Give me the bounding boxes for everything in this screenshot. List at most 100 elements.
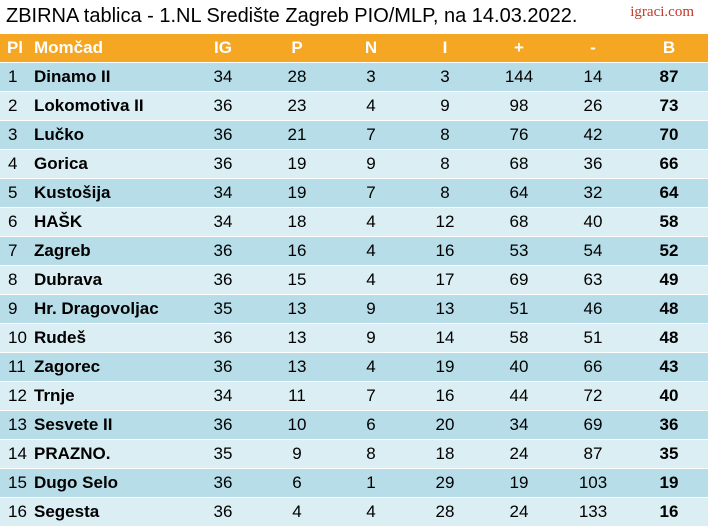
- cell-position: 13: [0, 410, 30, 440]
- header-goals-for[interactable]: +: [482, 34, 556, 63]
- cell-losses: 8: [408, 178, 482, 208]
- cell-goals-against: 36: [556, 149, 630, 179]
- cell-team: Sesvete II: [30, 410, 186, 440]
- cell-position: 10: [0, 323, 30, 353]
- table-row[interactable]: 14 PRAZNO. 35 9 8 18 24 87 35: [0, 439, 708, 469]
- table-row[interactable]: 7 Zagreb 36 16 4 16 53 54 52: [0, 236, 708, 266]
- table-row[interactable]: 1 Dinamo II 34 28 3 3 144 14 87: [0, 62, 708, 92]
- cell-wins: 18: [260, 207, 334, 237]
- cell-team: Lokomotiva II: [30, 91, 186, 121]
- cell-goals-against: 26: [556, 91, 630, 121]
- cell-team: PRAZNO.: [30, 439, 186, 469]
- cell-played: 34: [186, 207, 260, 237]
- cell-losses: 17: [408, 265, 482, 295]
- cell-draws: 9: [334, 149, 408, 179]
- cell-wins: 19: [260, 149, 334, 179]
- cell-goals-for: 58: [482, 323, 556, 353]
- cell-goals-for: 40: [482, 352, 556, 382]
- cell-played: 36: [186, 149, 260, 179]
- cell-losses: 8: [408, 149, 482, 179]
- cell-goals-for: 51: [482, 294, 556, 324]
- header-played[interactable]: IG: [186, 34, 260, 63]
- cell-points: 48: [630, 323, 708, 353]
- title-bar: ZBIRNA tablica - 1.NL Središte Zagreb PI…: [0, 0, 708, 34]
- cell-losses: 29: [408, 468, 482, 498]
- cell-team: Trnje: [30, 381, 186, 411]
- cell-position: 9: [0, 294, 30, 324]
- cell-goals-against: 66: [556, 352, 630, 382]
- brand-logo[interactable]: igraci.com: [630, 4, 694, 20]
- table-row[interactable]: 15 Dugo Selo 36 6 1 29 19 103 19: [0, 468, 708, 498]
- cell-wins: 13: [260, 294, 334, 324]
- table-row[interactable]: 13 Sesvete II 36 10 6 20 34 69 36: [0, 410, 708, 440]
- cell-goals-for: 76: [482, 120, 556, 150]
- cell-team: HAŠK: [30, 207, 186, 237]
- cell-draws: 4: [334, 352, 408, 382]
- cell-wins: 6: [260, 468, 334, 498]
- cell-draws: 4: [334, 236, 408, 266]
- cell-position: 16: [0, 497, 30, 527]
- cell-goals-for: 69: [482, 265, 556, 295]
- table-row[interactable]: 11 Zagorec 36 13 4 19 40 66 43: [0, 352, 708, 382]
- cell-draws: 8: [334, 439, 408, 469]
- cell-played: 35: [186, 439, 260, 469]
- cell-wins: 13: [260, 352, 334, 382]
- header-goals-against[interactable]: -: [556, 34, 630, 63]
- cell-points: 40: [630, 381, 708, 411]
- header-wins[interactable]: P: [260, 34, 334, 63]
- cell-losses: 19: [408, 352, 482, 382]
- cell-goals-for: 64: [482, 178, 556, 208]
- header-points[interactable]: B: [630, 34, 708, 63]
- cell-position: 7: [0, 236, 30, 266]
- cell-played: 36: [186, 120, 260, 150]
- cell-losses: 16: [408, 236, 482, 266]
- cell-team: Zagorec: [30, 352, 186, 382]
- cell-position: 14: [0, 439, 30, 469]
- cell-goals-for: 144: [482, 62, 556, 92]
- cell-points: 73: [630, 91, 708, 121]
- cell-goals-against: 103: [556, 468, 630, 498]
- table-row[interactable]: 3 Lučko 36 21 7 8 76 42 70: [0, 120, 708, 150]
- cell-points: 43: [630, 352, 708, 382]
- table-row[interactable]: 12 Trnje 34 11 7 16 44 72 40: [0, 381, 708, 411]
- cell-position: 5: [0, 178, 30, 208]
- cell-losses: 28: [408, 497, 482, 527]
- cell-team: Dugo Selo: [30, 468, 186, 498]
- cell-losses: 20: [408, 410, 482, 440]
- table-row[interactable]: 10 Rudeš 36 13 9 14 58 51 48: [0, 323, 708, 353]
- table-row[interactable]: 16 Segesta 36 4 4 28 24 133 16: [0, 497, 708, 527]
- cell-team: Dinamo II: [30, 62, 186, 92]
- cell-position: 2: [0, 91, 30, 121]
- cell-goals-against: 72: [556, 381, 630, 411]
- table-row[interactable]: 9 Hr. Dragovoljac 35 13 9 13 51 46 48: [0, 294, 708, 324]
- header-position[interactable]: Pl: [0, 34, 30, 63]
- cell-goals-against: 54: [556, 236, 630, 266]
- cell-played: 36: [186, 468, 260, 498]
- header-losses[interactable]: I: [408, 34, 482, 63]
- cell-played: 36: [186, 352, 260, 382]
- table-row[interactable]: 8 Dubrava 36 15 4 17 69 63 49: [0, 265, 708, 295]
- cell-wins: 11: [260, 381, 334, 411]
- cell-draws: 4: [334, 91, 408, 121]
- cell-points: 70: [630, 120, 708, 150]
- cell-played: 36: [186, 91, 260, 121]
- cell-goals-for: 44: [482, 381, 556, 411]
- cell-position: 15: [0, 468, 30, 498]
- cell-goals-for: 53: [482, 236, 556, 266]
- cell-wins: 15: [260, 265, 334, 295]
- table-row[interactable]: 5 Kustošija 34 19 7 8 64 32 64: [0, 178, 708, 208]
- cell-wins: 10: [260, 410, 334, 440]
- cell-wins: 16: [260, 236, 334, 266]
- header-team[interactable]: Momčad: [30, 34, 186, 63]
- cell-goals-against: 42: [556, 120, 630, 150]
- cell-goals-for: 68: [482, 149, 556, 179]
- cell-losses: 3: [408, 62, 482, 92]
- cell-played: 36: [186, 323, 260, 353]
- cell-position: 11: [0, 352, 30, 382]
- header-draws[interactable]: N: [334, 34, 408, 63]
- table-row[interactable]: 4 Gorica 36 19 9 8 68 36 66: [0, 149, 708, 179]
- cell-position: 3: [0, 120, 30, 150]
- table-row[interactable]: 2 Lokomotiva II 36 23 4 9 98 26 73: [0, 91, 708, 121]
- table-row[interactable]: 6 HAŠK 34 18 4 12 68 40 58: [0, 207, 708, 237]
